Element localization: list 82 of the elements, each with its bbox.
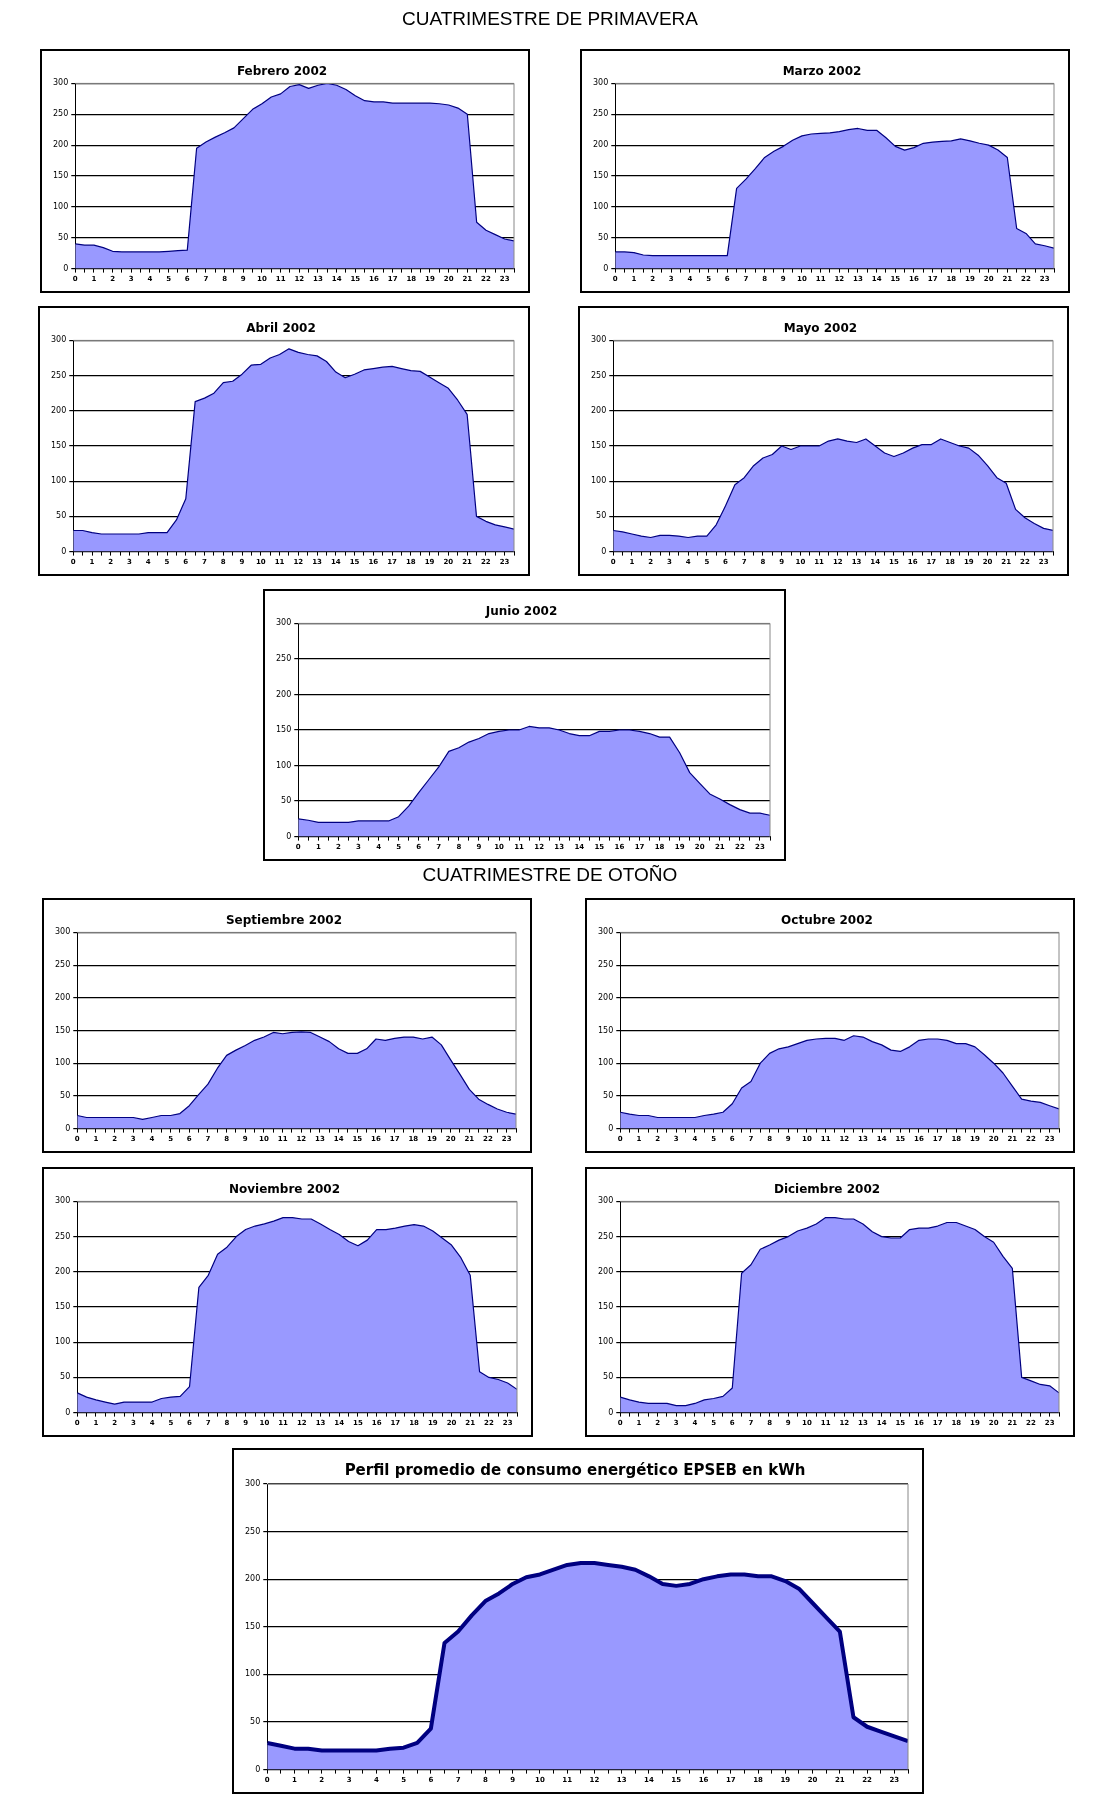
y-tick-label: 200 [597,992,614,1002]
y-tick-label: 100 [52,201,69,211]
y-tick-label: 0 [286,831,292,841]
y-tick-label: 300 [52,78,69,88]
y-tick-label: 300 [597,927,614,937]
y-tick-label: 50 [56,511,67,521]
y-tick-label: 300 [597,1196,614,1206]
y-tick-label: 150 [52,171,69,181]
y-tick-label: 200 [52,140,69,150]
y-tick-label: 250 [52,109,69,119]
y-tick-label: 0 [255,1764,261,1774]
y-tick-label: 150 [597,1302,614,1312]
y-tick-label: 0 [603,263,609,273]
y-tick-label: 50 [603,1090,614,1100]
chart-title: Abril 2002 [246,321,316,336]
y-tick-label: 0 [63,263,69,273]
y-tick-label: 0 [65,1123,71,1133]
chart-title: Marzo 2002 [782,64,862,79]
chart-title: Septiembre 2002 [225,913,343,928]
y-tick-label: 250 [590,370,607,380]
y-tick-label: 250 [592,109,609,119]
y-tick-label: 200 [50,405,67,415]
text: CUATRIMESTRE DE PRIMAVERA [401,8,699,30]
y-tick-label: 50 [250,1717,261,1727]
y-tick-label: 300 [590,335,607,345]
y-tick-label: 100 [244,1669,261,1679]
y-tick-label: 150 [590,441,607,451]
y-tick-label: 100 [592,201,609,211]
y-tick-label: 300 [592,78,609,88]
y-tick-label: 300 [50,335,67,345]
y-tick-label: 150 [275,725,292,735]
y-tick-label: 150 [597,1025,614,1035]
chart-title: Junio 2002 [484,604,558,619]
y-tick-label: 300 [54,1196,71,1206]
y-tick-label: 250 [54,960,71,970]
chart-title: Noviembre 2002 [228,1182,341,1197]
y-tick-label: 250 [50,370,67,380]
y-tick-label: 150 [54,1025,71,1035]
y-tick-label: 300 [244,1479,261,1489]
y-tick-label: 250 [597,960,614,970]
y-tick-label: 200 [54,1266,71,1276]
y-tick-label: 200 [597,1266,614,1276]
y-tick-label: 200 [592,140,609,150]
y-tick-label: 100 [597,1337,614,1347]
y-tick-label: 50 [598,232,609,242]
y-tick-label: 50 [596,511,607,521]
chart-title: Octubre 2002 [781,913,873,928]
y-tick-label: 200 [275,689,292,699]
y-tick-label: 50 [281,796,292,806]
y-tick-label: 250 [54,1231,71,1241]
y-tick-label: 150 [244,1621,261,1631]
y-tick-label: 0 [65,1407,71,1417]
y-tick-label: 0 [608,1407,614,1417]
y-tick-label: 100 [54,1058,71,1068]
y-tick-label: 100 [590,476,607,486]
y-tick-label: 300 [54,927,71,937]
y-tick-label: 200 [54,992,71,1002]
y-tick-label: 250 [275,654,292,664]
y-tick-label: 100 [54,1337,71,1347]
y-tick-label: 250 [597,1231,614,1241]
y-tick-label: 100 [275,760,292,770]
y-tick-label: 50 [58,232,69,242]
chart-title: Diciembre 2002 [773,1182,881,1197]
chart-title: Febrero 2002 [236,64,328,79]
y-tick-label: 250 [244,1526,261,1536]
y-tick-label: 300 [275,618,292,628]
y-tick-label: 200 [590,405,607,415]
y-tick-label: 150 [54,1302,71,1312]
chart-title: Perfil promedio de consumo energético EPSEB en kWh [344,1460,806,1479]
y-tick-label: 0 [601,546,607,556]
y-tick-label: 150 [50,441,67,451]
y-tick-label: 0 [608,1123,614,1133]
y-tick-label: 150 [592,171,609,181]
text: CUATRIMESTRE DE OTOÑO [421,864,679,886]
y-tick-label: 0 [61,546,67,556]
chart-title: Mayo 2002 [783,321,858,336]
y-tick-label: 100 [597,1058,614,1068]
y-tick-label: 50 [60,1372,71,1382]
y-tick-label: 50 [60,1090,71,1100]
y-tick-label: 50 [603,1372,614,1382]
y-tick-label: 200 [244,1574,261,1584]
y-tick-label: 100 [50,476,67,486]
